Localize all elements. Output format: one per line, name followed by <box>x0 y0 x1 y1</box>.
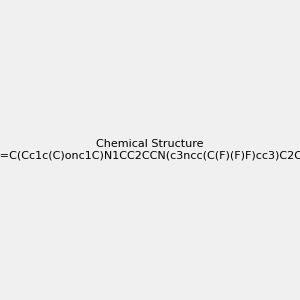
Text: Chemical Structure
O=C(Cc1c(C)onc1C)N1CC2CCN(c3ncc(C(F)(F)F)cc3)C2C1: Chemical Structure O=C(Cc1c(C)onc1C)N1CC… <box>0 139 300 161</box>
